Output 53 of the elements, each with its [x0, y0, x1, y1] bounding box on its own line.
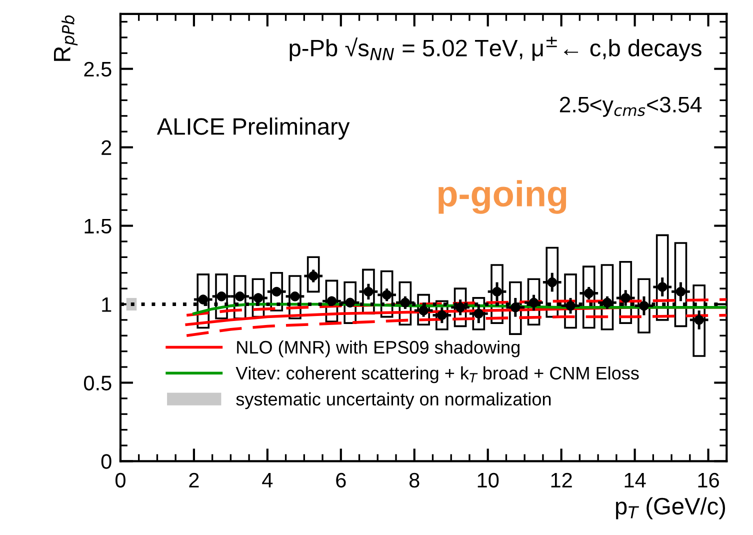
x-tick-label: 6: [336, 472, 346, 488]
point: [566, 300, 576, 311]
point: [198, 294, 208, 304]
annotation: p-going: [438, 180, 566, 214]
bar: [306, 256, 320, 293]
point: [639, 300, 649, 311]
point: [528, 298, 539, 308]
point: [400, 298, 410, 308]
legend-label: Vitev: coherent scattering + k$_{T}$ broad + CNM Eloss: [236, 366, 639, 384]
annotation: ALICE Preliminary: [156, 118, 350, 140]
point: [602, 298, 612, 308]
point: [216, 292, 226, 302]
point: [290, 292, 300, 302]
y-tick-label: 1.5: [84, 218, 112, 234]
point: [345, 298, 355, 308]
point: [510, 302, 520, 312]
y-tick-label: 1: [102, 297, 112, 312]
x-axis-title: p$_{T}$ (GeV/c): [616, 497, 726, 520]
point: [492, 286, 502, 297]
legend-label: systematic uncertainty on normalization: [236, 392, 551, 410]
bar: [490, 264, 504, 324]
point: [235, 292, 245, 302]
point: [584, 288, 594, 298]
x-tick-label: 10: [478, 472, 499, 488]
point: [676, 286, 686, 297]
bar: [252, 278, 265, 318]
point: [382, 290, 392, 300]
point: [364, 286, 374, 297]
x-tick-label: 12: [551, 472, 572, 488]
annotation: 2.5<y$_{cms}$<3.54: [560, 96, 702, 117]
bar: [564, 274, 577, 329]
y-axis-title: R$_{pPb}$: [54, 15, 78, 61]
point: [547, 277, 558, 288]
x-tick-label: 4: [262, 473, 273, 488]
annotation: p-Pb √s$_{NN}$ = 5.02 TeV, μ$^{±}$← c,b decays: [290, 36, 702, 62]
point: [694, 315, 704, 325]
y-tick-label: 0: [101, 454, 112, 469]
x-tick-label: 16: [698, 472, 719, 488]
bar: [600, 264, 614, 330]
line-series: [185, 298, 727, 317]
point: [620, 293, 630, 303]
x-tick-label: 0: [116, 472, 126, 488]
x-tick-label: 14: [624, 473, 646, 488]
y-tick-label: 2.5: [84, 62, 112, 77]
x-tick-label: 2: [189, 472, 199, 488]
point: [326, 296, 337, 306]
point: [657, 282, 668, 292]
y-tick-label: 2: [102, 140, 112, 155]
y-tick-label: 0.5: [84, 376, 112, 390]
bar: [527, 278, 540, 326]
x-tick-label: 8: [409, 472, 420, 488]
line-series: [185, 314, 727, 338]
legend-label: NLO (MNR) with EPS09 shadowing: [237, 340, 520, 358]
